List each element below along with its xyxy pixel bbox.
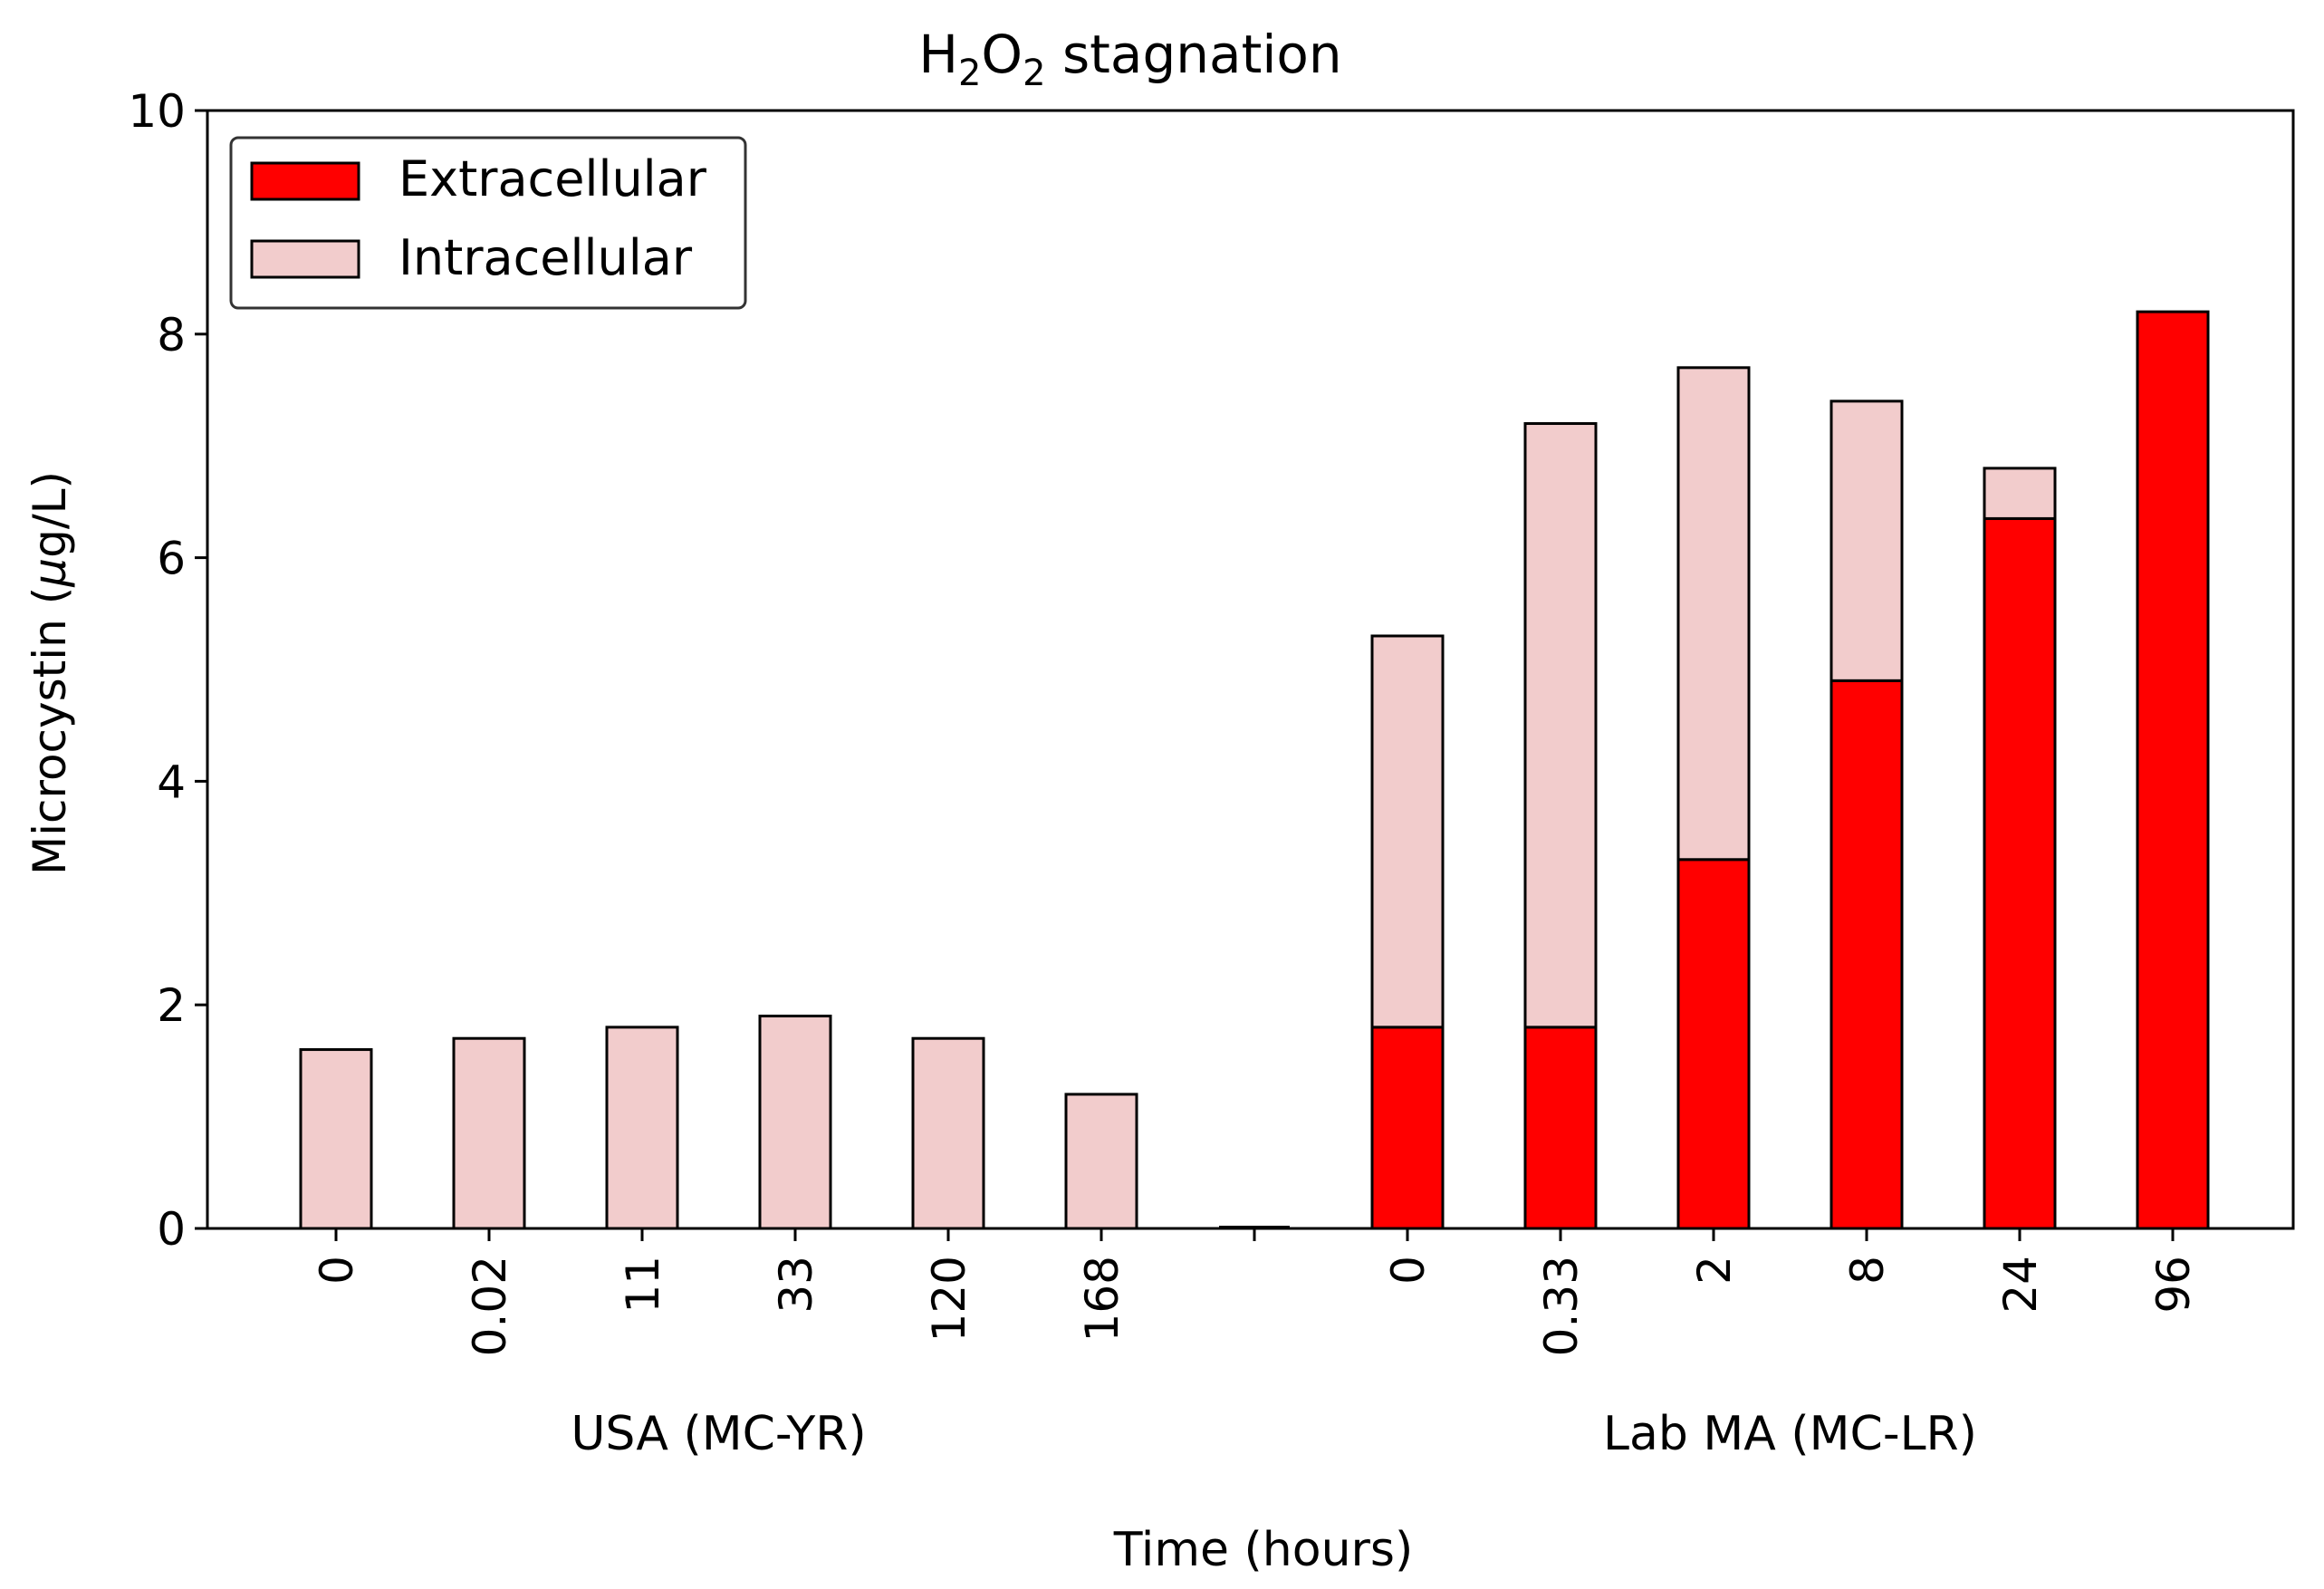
chart-title: H2O2 stagnation [918, 24, 1341, 94]
bar-intracellular-5 [1064, 1093, 1138, 1230]
bar-extracellular-8 [1523, 1026, 1598, 1230]
bar-intracellular-4 [911, 1036, 985, 1230]
plot-frame [206, 109, 2295, 1230]
bar-extracellular-9 [1676, 858, 1751, 1230]
bar-extracellular-7 [1370, 1026, 1445, 1230]
x-tick-label: 120 [923, 1256, 975, 1342]
bar-intracellular-11 [1983, 467, 2057, 520]
bar-intracellular-10 [1829, 400, 1904, 682]
y-tick-label: 8 [157, 309, 186, 361]
bar-intracellular-1 [452, 1036, 526, 1230]
bar-intracellular-7 [1370, 634, 1445, 1029]
y-tick-label: 6 [157, 533, 186, 585]
x-tick-label: 11 [617, 1256, 669, 1314]
group-label: Lab MA (MC-LR) [1603, 1407, 1977, 1461]
y-axis: 0 2 4 6 8 10 [128, 85, 207, 1256]
bar-intracellular-9 [1676, 366, 1751, 862]
bar-intracellular-0 [299, 1048, 373, 1230]
y-tick-label: 4 [157, 756, 186, 808]
x-tick-label: 168 [1076, 1256, 1128, 1342]
y-tick-label: 2 [157, 979, 186, 1032]
group-label: USA (MC-YR) [571, 1407, 866, 1461]
bar-extracellular-10 [1829, 679, 1904, 1230]
x-tick-label: 0 [311, 1256, 363, 1285]
bar-extracellular-12 [2136, 310, 2210, 1230]
x-tick-label: 0.33 [1535, 1256, 1588, 1356]
y-axis-label: Microcystin (μg/L) [24, 471, 76, 875]
x-axis: 0 0.02 11 33 120 168 0 0.33 2 8 24 96 [311, 1228, 2200, 1356]
bar-intracellular-3 [758, 1015, 832, 1230]
bar-extracellular-11 [1983, 516, 2057, 1230]
legend: Extracellular Intracellular [229, 136, 747, 310]
bar-intracellular-8 [1523, 422, 1598, 1029]
x-tick-label: 96 [2147, 1256, 2200, 1314]
bars [299, 310, 2210, 1230]
x-tick-label: 0.02 [464, 1256, 516, 1356]
x-tick-label: 33 [770, 1256, 822, 1314]
y-tick-label: 10 [128, 85, 186, 138]
x-tick-label: 0 [1382, 1256, 1435, 1285]
y-tick-label: 0 [157, 1203, 186, 1256]
group-labels: USA (MC-YR) Lab MA (MC-LR) [571, 1407, 1977, 1461]
legend-label-extracellular: Extracellular [399, 150, 707, 207]
x-axis-label: Time (hours) [1113, 1523, 1414, 1577]
bar-intracellular-2 [605, 1026, 679, 1230]
x-tick-label: 2 [1688, 1256, 1741, 1285]
legend-swatch-extracellular [250, 161, 360, 201]
x-tick-label: 24 [1994, 1256, 2047, 1314]
legend-swatch-intracellular [250, 239, 360, 279]
legend-label-intracellular: Intracellular [399, 229, 693, 286]
x-tick-label: 8 [1841, 1256, 1894, 1285]
